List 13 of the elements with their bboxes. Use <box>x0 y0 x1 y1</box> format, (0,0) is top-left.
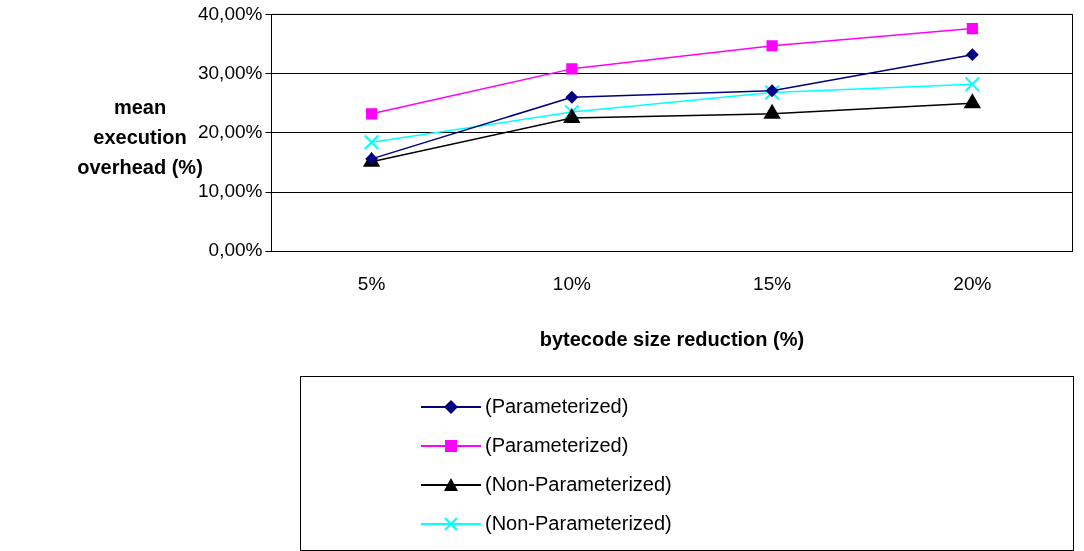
y-tick-label: 10,00% <box>197 180 263 202</box>
legend-label: (Non-Parameterized) <box>485 473 672 496</box>
y-tick-label: 0,00% <box>208 239 263 261</box>
y-tick-label: 30,00% <box>197 61 263 83</box>
x-tick-label: 20% <box>953 272 992 294</box>
legend-label: (Parameterized) <box>485 395 629 418</box>
y-tick-label: 40,00% <box>197 2 263 24</box>
x-axis-title: bytecode size reduction (%) <box>539 327 805 350</box>
legend-label: (Parameterized) <box>485 434 629 457</box>
legend-label: (Non-Parameterized) <box>485 512 672 535</box>
x-tick-label: 10% <box>552 272 591 294</box>
x-tick-label: 5% <box>357 272 386 294</box>
x-tick-label: 15% <box>753 272 792 294</box>
